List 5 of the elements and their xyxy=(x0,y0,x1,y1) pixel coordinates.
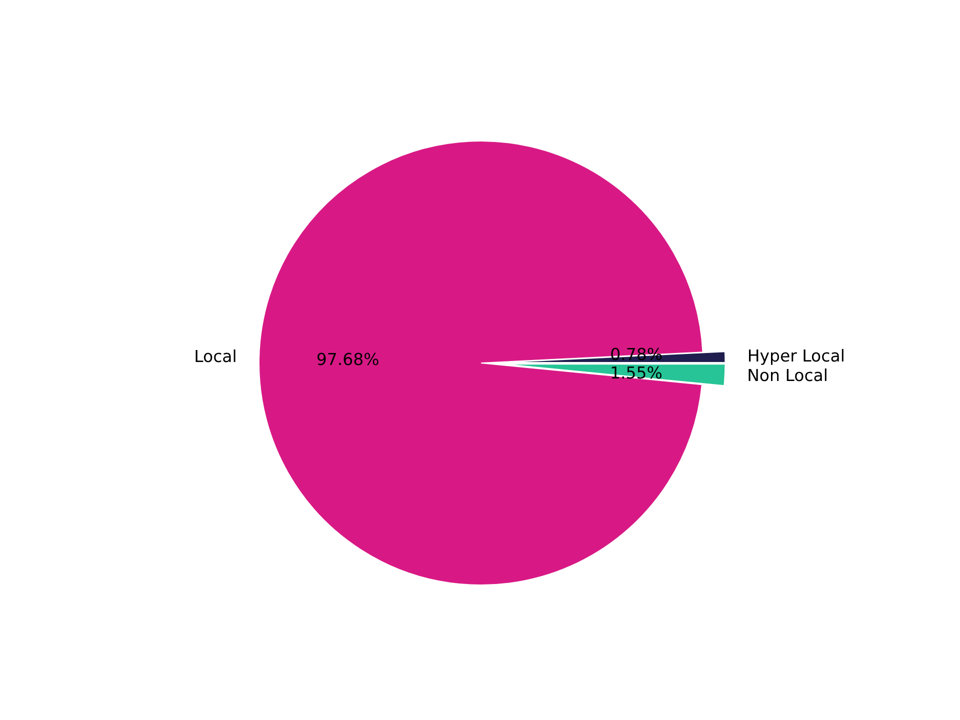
slice-label: Non Local xyxy=(747,366,828,385)
slice-label: Hyper Local xyxy=(747,346,845,366)
data-label: 0.78% xyxy=(610,345,663,364)
data-label: 97.68% xyxy=(316,350,380,369)
slice-label: Local xyxy=(194,347,237,366)
